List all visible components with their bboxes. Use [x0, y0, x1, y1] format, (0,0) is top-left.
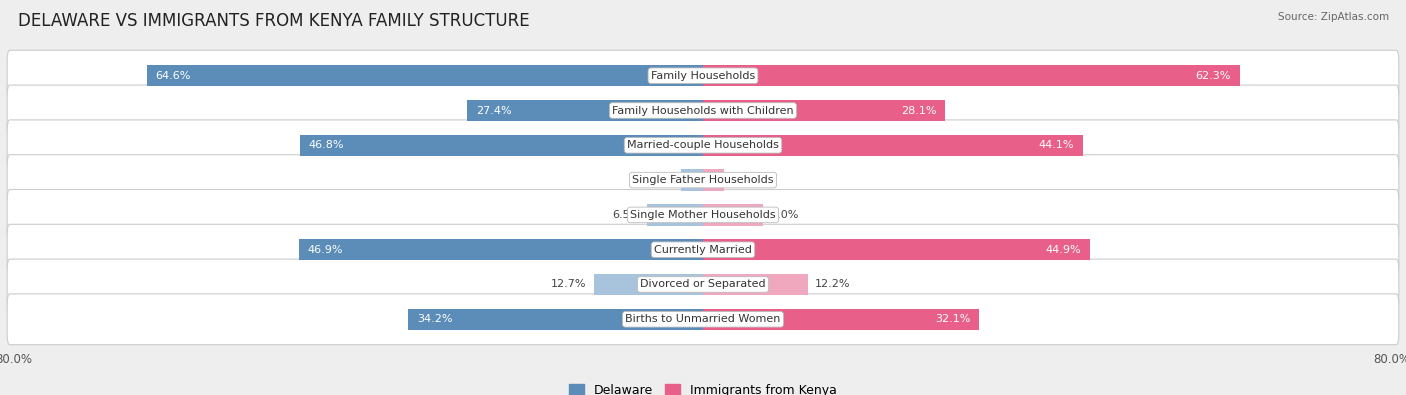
- Text: 2.4%: 2.4%: [731, 175, 759, 185]
- Text: 32.1%: 32.1%: [935, 314, 970, 324]
- FancyBboxPatch shape: [7, 50, 1399, 101]
- Text: 12.7%: 12.7%: [551, 280, 586, 290]
- Bar: [409, 308, 703, 330]
- Text: Family Households with Children: Family Households with Children: [612, 105, 794, 115]
- Bar: [703, 100, 945, 121]
- Text: Family Households: Family Households: [651, 71, 755, 81]
- Text: 12.2%: 12.2%: [815, 280, 851, 290]
- Text: 6.5%: 6.5%: [612, 210, 640, 220]
- Bar: [467, 100, 703, 121]
- Bar: [299, 135, 703, 156]
- Text: Divorced or Separated: Divorced or Separated: [640, 280, 766, 290]
- Text: 62.3%: 62.3%: [1195, 71, 1230, 81]
- Text: 46.9%: 46.9%: [308, 245, 343, 255]
- FancyBboxPatch shape: [7, 224, 1399, 275]
- Bar: [703, 274, 808, 295]
- FancyBboxPatch shape: [7, 294, 1399, 345]
- Bar: [703, 308, 980, 330]
- FancyBboxPatch shape: [7, 85, 1399, 136]
- Text: 44.9%: 44.9%: [1046, 245, 1081, 255]
- Text: 7.0%: 7.0%: [770, 210, 799, 220]
- Text: DELAWARE VS IMMIGRANTS FROM KENYA FAMILY STRUCTURE: DELAWARE VS IMMIGRANTS FROM KENYA FAMILY…: [18, 12, 530, 30]
- Bar: [146, 65, 703, 87]
- Bar: [299, 239, 703, 260]
- Text: Births to Unmarried Women: Births to Unmarried Women: [626, 314, 780, 324]
- FancyBboxPatch shape: [7, 190, 1399, 240]
- Bar: [703, 135, 1083, 156]
- Legend: Delaware, Immigrants from Kenya: Delaware, Immigrants from Kenya: [564, 379, 842, 395]
- Bar: [593, 274, 703, 295]
- Bar: [703, 65, 1240, 87]
- Text: 28.1%: 28.1%: [901, 105, 936, 115]
- Text: Single Mother Households: Single Mother Households: [630, 210, 776, 220]
- Bar: [703, 204, 763, 226]
- Text: 34.2%: 34.2%: [418, 314, 453, 324]
- FancyBboxPatch shape: [7, 120, 1399, 171]
- Text: 27.4%: 27.4%: [475, 105, 512, 115]
- Text: Married-couple Households: Married-couple Households: [627, 140, 779, 150]
- Text: 2.5%: 2.5%: [647, 175, 675, 185]
- Text: Single Father Households: Single Father Households: [633, 175, 773, 185]
- Text: Source: ZipAtlas.com: Source: ZipAtlas.com: [1278, 12, 1389, 22]
- Bar: [703, 169, 724, 191]
- Text: 44.1%: 44.1%: [1039, 140, 1074, 150]
- Bar: [682, 169, 703, 191]
- Bar: [647, 204, 703, 226]
- Text: 46.8%: 46.8%: [308, 140, 344, 150]
- Text: 64.6%: 64.6%: [155, 71, 191, 81]
- Bar: [703, 239, 1090, 260]
- FancyBboxPatch shape: [7, 259, 1399, 310]
- FancyBboxPatch shape: [7, 155, 1399, 205]
- Text: Currently Married: Currently Married: [654, 245, 752, 255]
